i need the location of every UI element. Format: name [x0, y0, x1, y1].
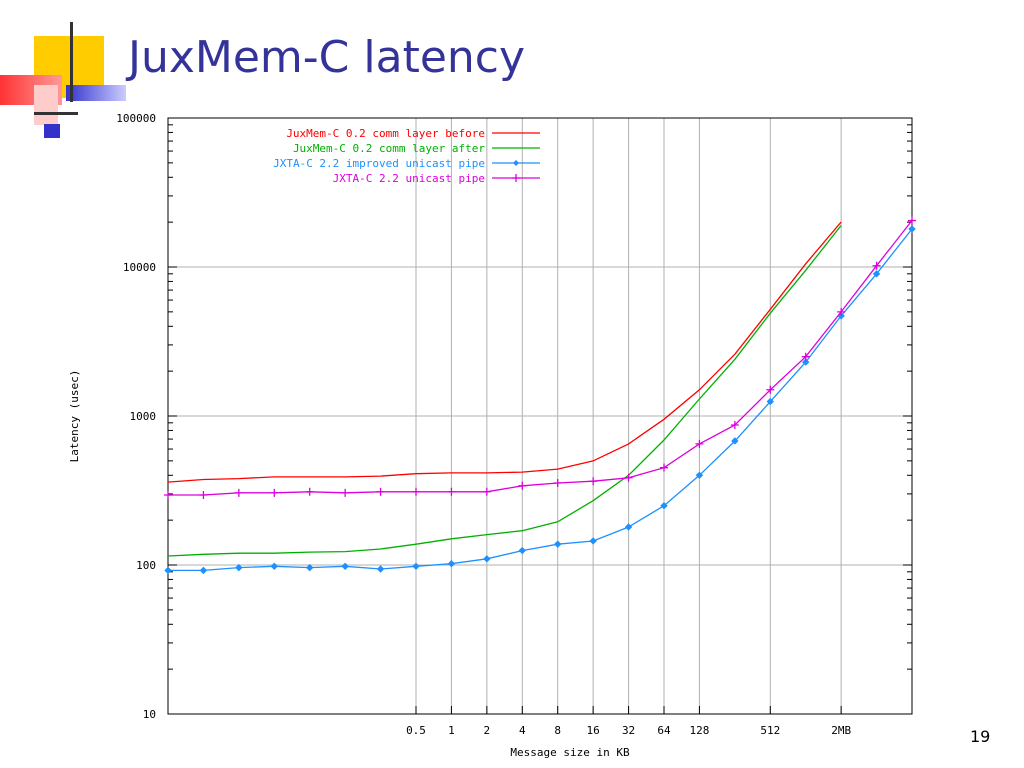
page-number: 19	[970, 727, 991, 746]
x-axis-ticks: 0.5 1 2 4 8 16 32 64 128 512 2MB	[406, 706, 851, 737]
data-point-diamond	[624, 523, 633, 531]
x-tick-label: 1	[448, 724, 455, 737]
x-tick-label: 512	[760, 724, 780, 737]
data-point-plus	[305, 487, 314, 496]
data-point-diamond	[412, 562, 420, 571]
x-tick-label: 0.5	[406, 724, 426, 737]
series-line-3	[168, 228, 913, 572]
legend-label-1: JuxMem-C 0.2 comm layer before	[286, 127, 485, 140]
data-point-plus	[837, 307, 846, 316]
x-tick-label: 16	[587, 724, 600, 737]
y-tick-label: 100	[136, 559, 156, 572]
data-point-diamond	[518, 546, 526, 555]
data-point-plus	[447, 487, 456, 496]
series-line-4	[168, 220, 913, 496]
legend-marker-plus	[512, 174, 520, 182]
data-point-diamond	[306, 563, 314, 572]
x-tick-label: 32	[622, 724, 635, 737]
data-point-diamond	[872, 270, 881, 278]
data-point-diamond	[199, 566, 208, 575]
y-tick-label: 1000	[130, 410, 157, 423]
y-axis-ticks: 10 100 1000 10000 100000	[116, 112, 912, 721]
deco-blue-block	[44, 124, 60, 138]
legend: JuxMem-C 0.2 comm layer before JuxMem-C 0…	[273, 127, 540, 185]
x-tick-label: 64	[657, 724, 671, 737]
data-point-plus	[766, 385, 775, 394]
data-point-plus	[341, 488, 350, 497]
data-point-plus	[730, 421, 739, 430]
legend-label-4: JXTA-C 2.2 unicast pipe	[333, 172, 485, 185]
data-point-diamond	[802, 358, 810, 366]
slide-title: JuxMem-C latency	[128, 32, 526, 83]
data-point-plus	[482, 487, 491, 496]
deco-horizontal-line	[34, 112, 78, 115]
deco-vertical-line	[70, 22, 73, 102]
y-tick-label: 10	[143, 708, 156, 721]
data-point-plus	[908, 216, 916, 225]
data-point-plus	[801, 352, 810, 361]
x-axis-label: Message size in KB	[510, 746, 630, 759]
data-point-diamond	[483, 555, 491, 563]
data-point-diamond	[447, 560, 456, 568]
data-point-diamond	[270, 562, 278, 571]
data-point-diamond	[589, 537, 597, 545]
series-line-2	[167, 225, 842, 557]
x-tick-label: 2MB	[831, 724, 851, 737]
data-point-plus	[234, 488, 243, 497]
deco-blue-bar	[66, 85, 126, 101]
data-point-diamond	[164, 566, 172, 575]
x-tick-label: 8	[554, 724, 561, 737]
data-point-plus	[872, 261, 881, 270]
data-point-plus	[589, 477, 598, 486]
series-group	[164, 216, 916, 575]
data-point-plus	[695, 439, 704, 448]
data-point-diamond	[376, 565, 385, 573]
data-point-diamond	[731, 437, 739, 445]
data-point-diamond	[660, 501, 668, 510]
series-line-1	[167, 221, 842, 483]
data-point-plus	[199, 490, 208, 499]
data-point-plus	[164, 490, 172, 499]
data-point-plus	[518, 481, 527, 490]
data-point-diamond	[341, 562, 349, 571]
data-point-diamond	[695, 471, 704, 480]
data-point-diamond	[554, 540, 562, 548]
data-point-plus	[553, 479, 562, 488]
y-axis-label: Latency (usec)	[68, 370, 81, 463]
data-point-plus	[376, 487, 385, 496]
x-tick-label: 128	[689, 724, 709, 737]
data-point-diamond	[235, 563, 243, 572]
legend-label-3: JXTA-C 2.2 improved unicast pipe	[273, 157, 485, 170]
data-point-diamond	[766, 397, 774, 406]
legend-marker-diamond	[513, 160, 519, 166]
data-point-plus	[270, 488, 279, 497]
data-point-plus	[624, 473, 633, 482]
data-point-diamond	[908, 225, 916, 233]
data-point-plus	[660, 463, 668, 472]
x-tick-label: 4	[519, 724, 526, 737]
grid	[168, 117, 912, 715]
legend-label-2: JuxMem-C 0.2 comm layer after	[293, 142, 485, 155]
x-tick-label: 2	[484, 724, 491, 737]
y-tick-label: 10000	[123, 261, 156, 274]
data-point-plus	[412, 487, 420, 496]
y-tick-label: 100000	[116, 112, 156, 125]
deco-red-bar-2	[34, 85, 58, 125]
